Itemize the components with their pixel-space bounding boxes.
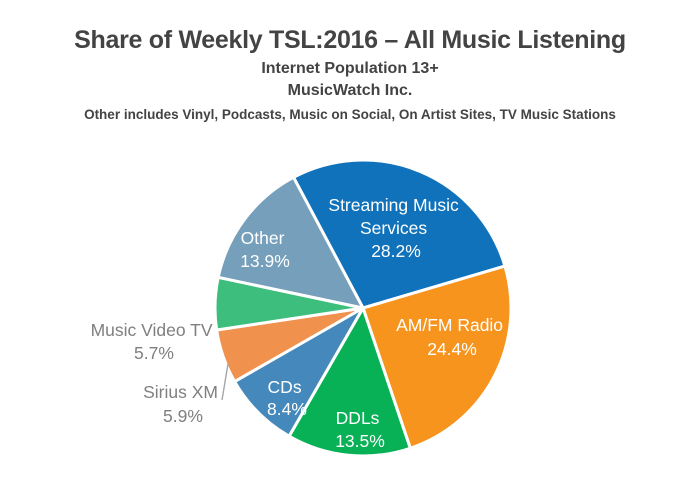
pie-slice-other xyxy=(216,175,365,310)
pie-slice-am-fm-radio xyxy=(361,264,513,450)
slice-label-am-fm-radio: AM/FM Radio 24.4% xyxy=(396,315,508,359)
chart-source: MusicWatch Inc. xyxy=(287,82,413,99)
chart-title: Share of Weekly TSL:2016 – All Music Lis… xyxy=(74,26,626,54)
chart-header: Share of Weekly TSL:2016 – All Music Lis… xyxy=(0,0,700,125)
slice-label-streaming-music-services: Streaming Music Services 28.2% xyxy=(328,195,463,261)
slice-label-cds: CDs 8.4% xyxy=(267,377,307,419)
slice-label-music-video-tv: Music Video TV 5.7% xyxy=(91,320,218,363)
slice-label-sirius-xm: Sirius XM 5.9% xyxy=(143,382,223,426)
chart-footnote: Other includes Vinyl, Podcasts, Music on… xyxy=(84,107,616,122)
pie-slice-streaming-music-services xyxy=(292,158,507,310)
chart-subtitle: Internet Population 13+ xyxy=(261,60,439,77)
sirius-xm-leader-line xyxy=(221,363,229,401)
slice-label-other: Other 13.9% xyxy=(240,228,290,271)
slice-label-ddls: DDLs 13.5% xyxy=(335,408,385,451)
pie-slice-ddls xyxy=(287,306,412,458)
